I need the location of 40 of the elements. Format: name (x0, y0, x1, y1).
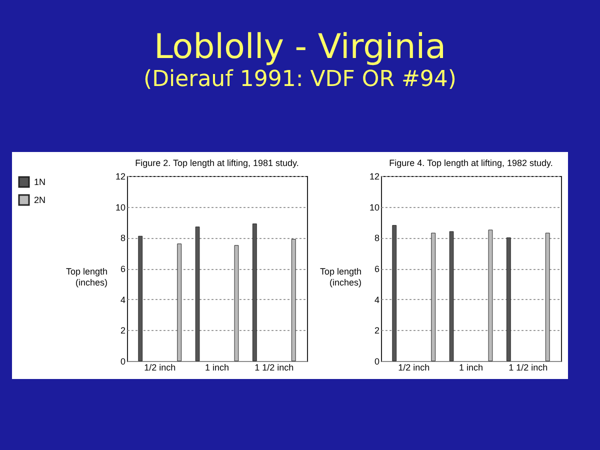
x-tick-label: 1 1/2 inch (254, 362, 294, 372)
y-tick-label: 12 (115, 172, 126, 182)
y-tick-label: 10 (369, 202, 380, 212)
y-tick-label: 6 (120, 264, 126, 274)
chart-title: Figure 4. Top length at lifting, 1982 study. (389, 158, 553, 168)
bar (545, 232, 550, 362)
y-tick-label: 2 (120, 326, 126, 336)
y-tick-label: 0 (374, 356, 380, 366)
y-tick-label: 8 (120, 233, 126, 244)
bar (234, 245, 239, 362)
x-tick-label: 1 inch (458, 362, 484, 372)
legend-label: 1N (34, 177, 46, 187)
bar (252, 224, 257, 362)
y-tick-label: 8 (374, 233, 380, 244)
y-tick-label: 4 (120, 294, 126, 305)
x-tick-label: 1 inch (204, 362, 230, 372)
y-tick-label: 10 (115, 202, 126, 212)
y-tick-label: 6 (374, 264, 380, 274)
y-tick-label: 12 (369, 172, 380, 182)
bar (449, 231, 454, 362)
bar (177, 244, 182, 362)
y-tick-label: 0 (120, 356, 126, 366)
x-tick-label: 1/2 inch (144, 362, 176, 372)
bar (392, 225, 397, 362)
y-tick-label: 4 (374, 294, 380, 305)
x-tick-label: 1 1/2 inch (508, 362, 548, 372)
bar (506, 237, 511, 362)
chart-title: Figure 2. Top length at lifting, 1981 study. (135, 158, 299, 168)
y-axis-title: Top length (inches) (66, 266, 108, 288)
bar (138, 236, 143, 362)
bar (195, 226, 200, 362)
bar (431, 232, 436, 362)
text: Loblolly - Virginia (152, 27, 448, 67)
y-tick-label: 2 (374, 326, 380, 336)
y-axis-title: Top length (inches) (320, 266, 362, 288)
x-tick-label: 1/2 inch (398, 362, 430, 372)
text: (Dierauf 1991: VDF OR #94) (142, 66, 458, 94)
legend-label: 2N (34, 195, 46, 205)
bar (488, 230, 493, 362)
bar (291, 238, 296, 362)
